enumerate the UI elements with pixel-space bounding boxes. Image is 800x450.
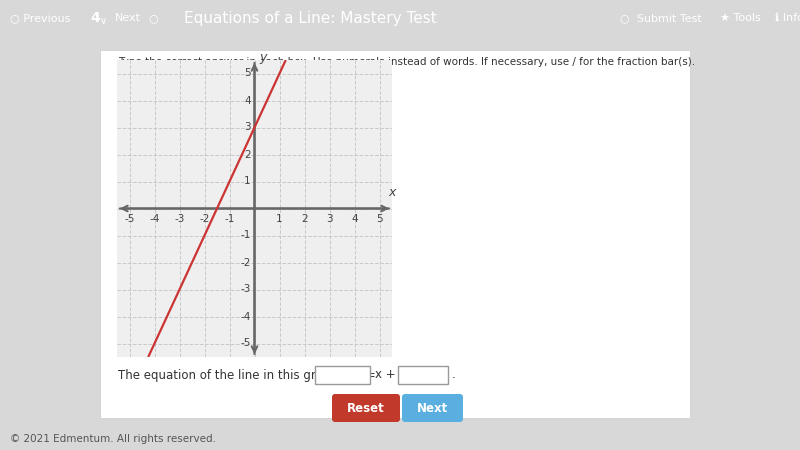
- Text: -3: -3: [240, 284, 250, 294]
- FancyBboxPatch shape: [398, 366, 448, 384]
- Text: 4: 4: [244, 95, 250, 105]
- Text: 5: 5: [376, 214, 383, 224]
- Text: -5: -5: [240, 338, 250, 348]
- Text: The equation of the line in this graph is y =: The equation of the line in this graph i…: [118, 369, 376, 382]
- Text: ○: ○: [148, 13, 158, 23]
- Text: 2: 2: [244, 149, 250, 159]
- Text: ○ Previous: ○ Previous: [10, 13, 70, 23]
- Text: 4: 4: [90, 11, 100, 25]
- Text: 4: 4: [351, 214, 358, 224]
- Text: 1: 1: [244, 176, 250, 186]
- Text: 5: 5: [244, 68, 250, 78]
- FancyBboxPatch shape: [332, 394, 400, 422]
- Text: -3: -3: [174, 214, 185, 224]
- Text: Reset: Reset: [347, 401, 385, 414]
- Text: -2: -2: [199, 214, 210, 224]
- Text: 3: 3: [244, 122, 250, 132]
- Text: Type the correct answer in each box. Use numerals instead of words. If necessary: Type the correct answer in each box. Use…: [118, 57, 695, 67]
- Text: .: .: [452, 369, 456, 382]
- Text: -1: -1: [224, 214, 234, 224]
- Text: Next: Next: [115, 13, 141, 23]
- Text: -4: -4: [240, 311, 250, 321]
- Text: 3: 3: [326, 214, 333, 224]
- Text: x: x: [388, 186, 396, 199]
- Text: x +: x +: [375, 369, 396, 382]
- Text: ∨: ∨: [100, 16, 107, 26]
- Text: 2: 2: [301, 214, 308, 224]
- Text: -2: -2: [240, 257, 250, 267]
- Text: © 2021 Edmentum. All rights reserved.: © 2021 Edmentum. All rights reserved.: [10, 434, 216, 444]
- FancyBboxPatch shape: [100, 50, 690, 418]
- Text: ℹ Info: ℹ Info: [775, 13, 800, 23]
- FancyBboxPatch shape: [402, 394, 463, 422]
- Text: y: y: [259, 51, 266, 64]
- Text: ★ Tools: ★ Tools: [720, 13, 761, 23]
- Text: Next: Next: [417, 401, 448, 414]
- FancyBboxPatch shape: [315, 366, 370, 384]
- Text: 1: 1: [276, 214, 283, 224]
- Text: -1: -1: [240, 230, 250, 240]
- Text: Equations of a Line: Mastery Test: Equations of a Line: Mastery Test: [184, 10, 436, 26]
- Text: -4: -4: [150, 214, 160, 224]
- Text: -5: -5: [124, 214, 134, 224]
- Text: ○  Submit Test: ○ Submit Test: [620, 13, 702, 23]
